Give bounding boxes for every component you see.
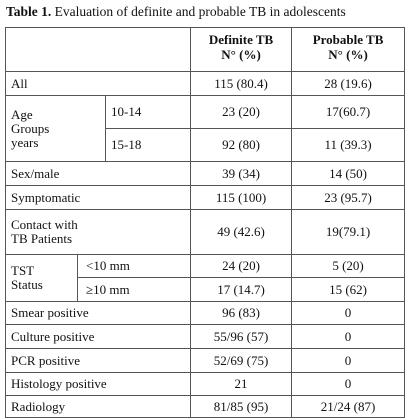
caption-text: Evaluation of definite and probable TB i… xyxy=(54,4,346,19)
cell-value: 49 (42.6) xyxy=(190,209,293,255)
sub-label: 10-14 xyxy=(104,95,192,129)
cell-value: 52/69 (75) xyxy=(190,348,293,373)
table-row: Symptomatic 115 (100) 23 (95.7) xyxy=(4,185,406,210)
sub-label: <10 mm xyxy=(76,254,192,278)
cell-value: 39 (34) xyxy=(190,161,293,186)
table-row: PCR positive 52/69 (75) 0 xyxy=(4,348,406,373)
header-cell: Definite TB N° (%) xyxy=(190,27,293,72)
row-label: Histology positive xyxy=(4,372,192,396)
text-line: Culture positive xyxy=(11,328,95,344)
cell-value: 24 (20) xyxy=(190,254,293,278)
cell-value: 14 (50) xyxy=(291,161,406,186)
text-line: TB Patients xyxy=(11,231,73,246)
caption-label: Table 1. xyxy=(6,4,52,19)
cell-value: 21 xyxy=(190,372,293,396)
cell-value: 17 (14.7) xyxy=(190,277,293,302)
cell-value: 81/85 (95) xyxy=(190,395,293,418)
header-cell: Probable TB N° (%) xyxy=(291,27,406,72)
table-row: Contact with TB Patients 49 (42.6) 19(79.1) xyxy=(4,209,406,255)
cell-value: 5 (20) xyxy=(291,254,406,278)
table: Definite TB N° (%) Probable TB N° (%) All 115… xyxy=(4,27,406,418)
table-row: Histology positive 21 0 xyxy=(4,372,406,396)
cell-value: 115 (80.4) xyxy=(190,71,293,96)
group-label: TST Status xyxy=(5,254,78,302)
table-row: Sex/male 39 (34) 14 (50) xyxy=(4,161,406,186)
cell-value: 23 (20) xyxy=(190,95,293,129)
row-label: Smear positive xyxy=(4,301,192,325)
text-line: Status xyxy=(11,277,43,292)
table-row: ≥10 mm 17 (14.7) 15 (62) xyxy=(6,277,406,302)
text-line: TST xyxy=(11,263,35,278)
text-line: PCR positive xyxy=(11,352,80,368)
text-line: Groups xyxy=(11,120,50,136)
text-line: Contact with xyxy=(11,217,78,232)
row-label: Sex/male xyxy=(4,161,192,186)
table-row: Culture positive 55/96 (57) 0 xyxy=(4,324,406,349)
caption: Table 1. Evaluation of definite and prob… xyxy=(6,4,346,20)
cell-value: 0 xyxy=(291,324,406,349)
cell-value: 115 (100) xyxy=(190,185,293,210)
text-line: N° (%) xyxy=(221,47,261,62)
table-row: TST Status <10 mm 24 (20) 5 (20) xyxy=(5,254,406,302)
cell-value: 21/24 (87) xyxy=(291,395,406,418)
row-label: Radiology xyxy=(4,395,192,418)
cell-value: 11 (39.3) xyxy=(291,128,406,162)
table-row: All 115 (80.4) 28 (19.6) xyxy=(4,71,406,96)
text-line: Definite TB xyxy=(208,32,274,47)
cell-value: 96 (83) xyxy=(190,301,293,325)
table-row: Age Groups years 10-14 23 (20) 17(60.7) xyxy=(5,95,406,162)
cell-value: 0 xyxy=(291,301,406,325)
text-line: Sex/male xyxy=(11,165,60,181)
text-line: Age xyxy=(11,106,33,122)
cell-value: 28 (19.6) xyxy=(291,71,406,96)
cell-value: 92 (80) xyxy=(190,128,293,162)
text-line: Probable TB xyxy=(312,32,384,47)
text-line: Symptomatic xyxy=(11,189,81,205)
text-line: N° (%) xyxy=(328,47,368,62)
group-label: Age Groups years xyxy=(5,95,106,162)
cell-value: 23 (95.7) xyxy=(291,185,406,210)
row-label: Culture positive xyxy=(4,324,192,349)
text-line: years xyxy=(11,134,39,150)
sub-label: ≥10 mm xyxy=(76,277,192,302)
row-label: PCR positive xyxy=(4,348,192,373)
row-label: Contact with TB Patients xyxy=(4,209,192,255)
sub-label: 15-18 xyxy=(104,128,192,162)
table-row: Smear positive 96 (83) 0 xyxy=(4,301,406,325)
cell-value: 19(79.1) xyxy=(291,209,406,255)
cell-value: 17(60.7) xyxy=(291,95,406,129)
text-line: Smear positive xyxy=(11,305,89,320)
table-row: Radiology 81/85 (95) 21/24 (87) xyxy=(4,395,406,418)
header-row: Definite TB N° (%) Probable TB N° (%) xyxy=(4,27,406,72)
row-label: Symptomatic xyxy=(4,185,192,210)
text-line: All xyxy=(11,75,28,91)
cell-value: 55/96 (57) xyxy=(190,324,293,349)
text-line: Histology positive xyxy=(11,376,107,391)
cell-value: 15 (62) xyxy=(291,277,406,302)
text-line: Radiology xyxy=(11,398,66,414)
row-label: All xyxy=(4,71,192,96)
header-cell xyxy=(4,27,192,72)
cell-value: 0 xyxy=(291,348,406,373)
cell-value: 0 xyxy=(291,372,406,396)
table-row: 15-18 92 (80) 11 (39.3) xyxy=(6,128,406,162)
